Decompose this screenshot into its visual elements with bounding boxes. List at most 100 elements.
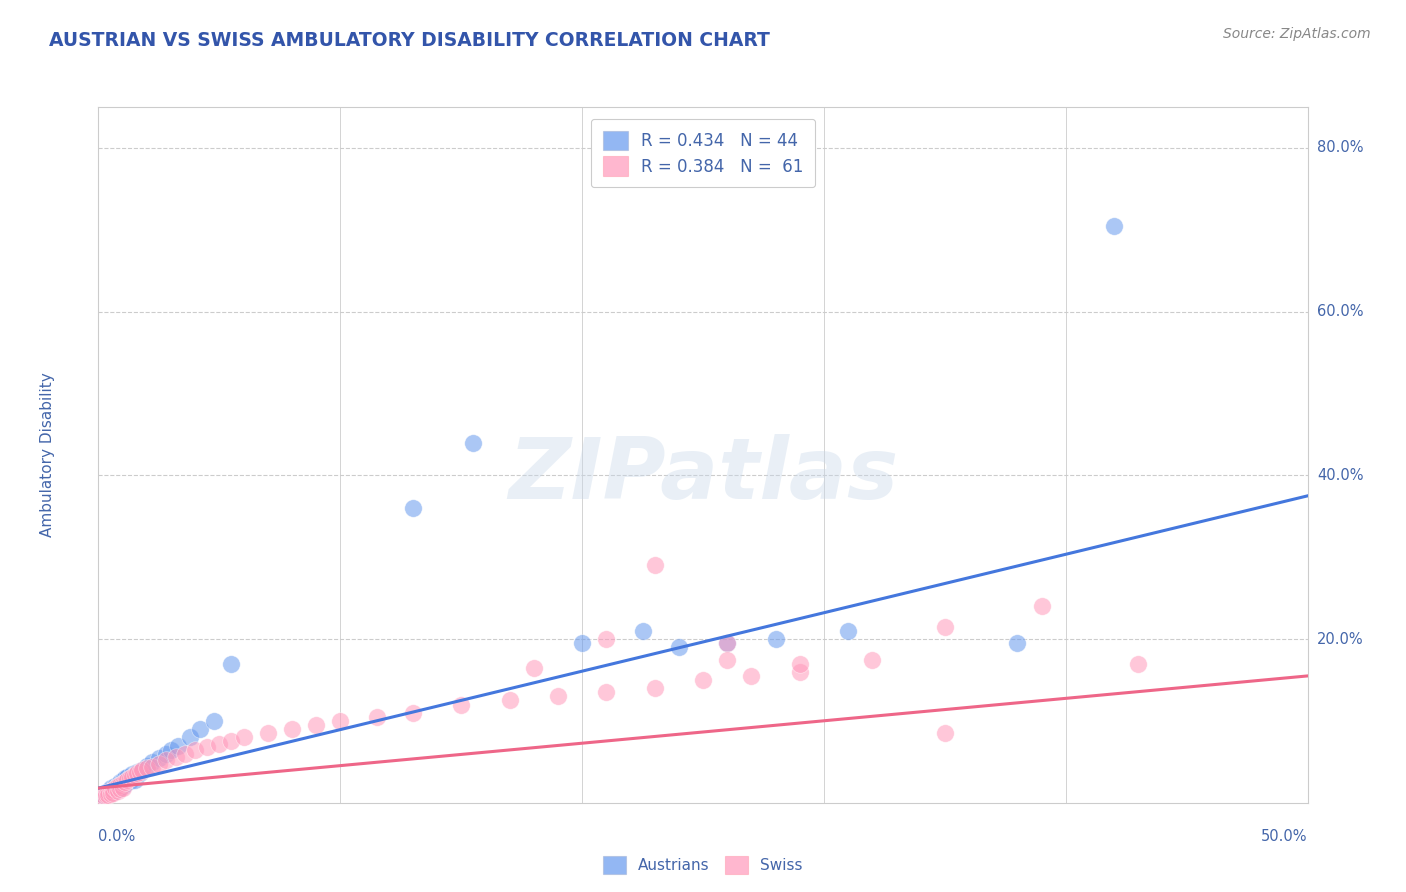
Point [595,685,617,699]
Point [281,722,304,736]
Point [204,714,226,728]
Point [128,766,150,780]
Point [644,558,666,573]
Point [571,636,593,650]
Point [765,632,787,646]
Point [107,781,129,796]
Point [124,769,146,783]
Point [155,747,177,761]
Point [117,770,139,784]
Point [789,665,811,679]
Point [111,776,134,790]
Point [100,780,122,795]
Text: 60.0%: 60.0% [1317,304,1364,319]
Point [124,768,146,782]
Point [692,673,714,687]
Point [101,786,124,800]
Point [104,780,127,794]
Point [135,761,157,775]
Point [305,718,328,732]
Point [121,767,143,781]
Point [232,731,254,745]
Text: 80.0%: 80.0% [1317,140,1364,155]
Point [208,737,231,751]
Text: 50.0%: 50.0% [1261,830,1308,844]
Point [104,780,127,795]
Text: 40.0%: 40.0% [1317,468,1364,483]
Point [631,624,654,638]
Point [165,750,187,764]
Point [104,784,127,798]
Point [668,640,690,655]
Point [195,740,218,755]
Point [91,788,114,802]
Point [131,763,153,777]
Point [740,669,762,683]
Point [221,657,243,671]
Point [1102,219,1125,233]
Point [860,652,883,666]
Point [90,789,112,804]
Point [101,782,124,797]
Point [97,788,120,802]
Point [111,779,134,793]
Point [94,786,117,800]
Point [111,772,134,787]
Point [366,710,388,724]
Point [124,772,146,787]
Text: 0.0%: 0.0% [98,830,135,844]
Point [716,636,738,650]
Legend: Austrians, Swiss: Austrians, Swiss [598,850,808,880]
Point [450,698,472,712]
Point [94,786,117,800]
Point [184,743,207,757]
Point [94,789,117,803]
Point [107,778,129,792]
Point [148,756,170,771]
Point [402,501,425,516]
Point [97,785,120,799]
Point [595,632,617,646]
Point [108,778,131,792]
Point [121,770,143,784]
Point [329,714,352,728]
Point [131,763,153,777]
Point [127,766,149,780]
Point [128,764,150,779]
Point [188,722,211,736]
Point [141,755,163,769]
Point [160,742,183,756]
Text: Source: ZipAtlas.com: Source: ZipAtlas.com [1223,27,1371,41]
Point [716,636,738,650]
Point [108,780,131,795]
Legend: R = 0.434   N = 44, R = 0.384   N =  61: R = 0.434 N = 44, R = 0.384 N = 61 [591,119,815,187]
Point [148,751,170,765]
Point [256,726,278,740]
Point [135,759,157,773]
Point [107,783,129,797]
Text: AUSTRIAN VS SWISS AMBULATORY DISABILITY CORRELATION CHART: AUSTRIAN VS SWISS AMBULATORY DISABILITY … [49,31,770,50]
Point [934,620,956,634]
Point [1007,636,1029,650]
Point [111,780,134,795]
Point [100,785,122,799]
Point [100,783,122,797]
Point [523,661,546,675]
Point [114,771,136,785]
Point [498,693,520,707]
Point [179,731,201,745]
Point [221,733,243,747]
Point [108,781,131,796]
Point [644,681,666,696]
Point [118,771,141,785]
Point [174,747,197,761]
Point [117,772,139,787]
Point [167,739,190,753]
Point [547,690,569,704]
Point [141,760,163,774]
Point [155,753,177,767]
Point [91,788,114,802]
Text: ZIPatlas: ZIPatlas [508,434,898,517]
Point [97,783,120,797]
Point [716,652,738,666]
